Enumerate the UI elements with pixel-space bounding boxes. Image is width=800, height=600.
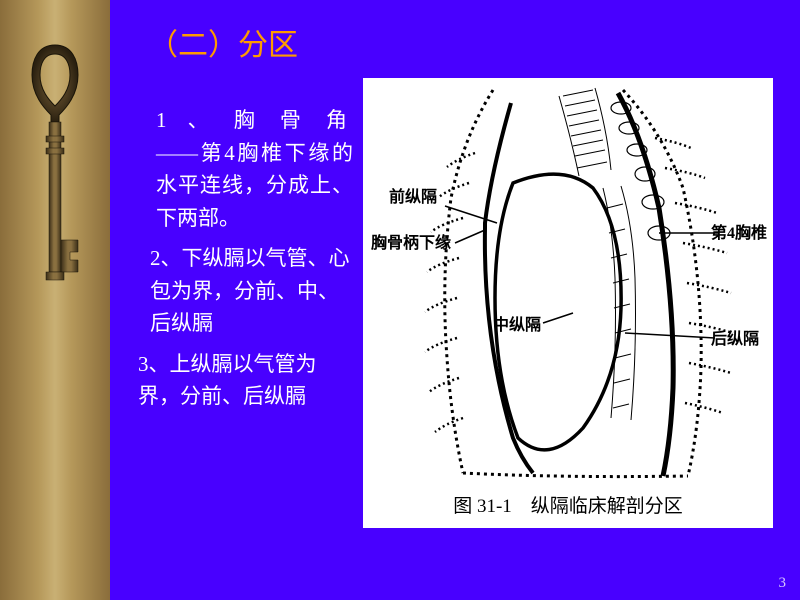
- content-row: 1 、 胸 骨 角 ——第4胸椎下缘的水平连线，分成上、下两部。 2、下纵膈以气管…: [138, 104, 780, 528]
- text-column: 1 、 胸 骨 角 ——第4胸椎下缘的水平连线，分成上、下两部。 2、下纵膈以气管…: [138, 104, 353, 528]
- figure-caption: 图 31-1 纵隔临床解剖分区: [363, 491, 773, 518]
- paragraph-2: 2、下纵膈以气管、心包为界，分前、中、后纵膈: [138, 242, 353, 340]
- slide: （二）分区 1 、 胸 骨 角 ——第4胸椎下缘的水平连线，分成上、下两部。 2、…: [0, 0, 800, 600]
- paragraph-1: 1 、 胸 骨 角 ——第4胸椎下缘的水平连线，分成上、下两部。: [138, 104, 353, 234]
- label-t4: 第4胸椎: [711, 223, 767, 242]
- label-anterior: 前纵隔: [389, 187, 437, 206]
- label-posterior: 后纵隔: [711, 329, 759, 348]
- p1-first-line: 1 、 胸 骨 角: [156, 108, 353, 132]
- sidebar-decorative: [0, 0, 110, 600]
- main-content: （二）分区 1 、 胸 骨 角 ——第4胸椎下缘的水平连线，分成上、下两部。 2、…: [110, 0, 800, 600]
- anatomy-figure: 前纵隔 胸骨柄下缘 中纵隔 第4胸椎 后纵隔 图 31-1 纵隔临床解剖分区: [363, 78, 773, 528]
- page-number: 3: [779, 575, 787, 592]
- p1-rest: ——第4胸椎下缘的水平连线，分成上、下两部。: [156, 141, 353, 230]
- paragraph-3: 3、上纵膈以气管为界，分前、后纵膈: [138, 348, 353, 413]
- label-manubrium: 胸骨柄下缘: [371, 233, 451, 252]
- label-middle: 中纵隔: [493, 315, 541, 334]
- key-icon: [26, 40, 84, 310]
- slide-title: （二）分区: [148, 20, 780, 64]
- mediastinum-diagram: 前纵隔 胸骨柄下缘 中纵隔 第4胸椎 后纵隔: [363, 78, 773, 488]
